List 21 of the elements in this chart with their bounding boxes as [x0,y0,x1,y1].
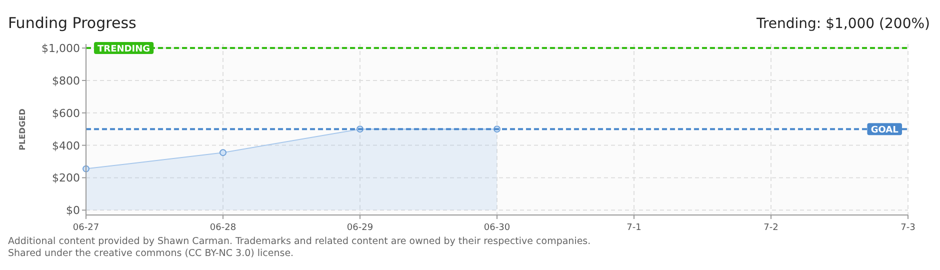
ref-line-label: TRENDING [98,44,150,55]
chart-title: Funding Progress [8,14,137,32]
y-tick-label: $200 [52,172,80,185]
x-tick-label: 06-30 [484,223,510,233]
text: Trending: $1,000 (200%) [755,16,930,32]
ref-line-label: GOAL [870,126,899,136]
text: Shared under the creative commons (CC BY-NC 3.0) license. [8,248,294,259]
x-tick-label: 06-28 [210,223,236,233]
x-tick-label: 06-29 [346,223,374,233]
x-tick-label: 06-27 [72,223,100,233]
y-axis-title: PLEDGED [18,108,27,150]
text: Additional content provided by Shawn Carman. Trademarks and related content are owned by their respective companies. [8,236,591,247]
x-tick-label: 7-1 [626,223,642,233]
y-tick-label: $0 [66,204,80,218]
y-tick-label: $1,000 [42,42,80,56]
x-tick-label: 7-3 [900,223,916,233]
x-tick-label: 7-2 [764,223,778,233]
y-tick-label: $600 [52,106,80,120]
point [220,149,226,156]
y-tick-label: $800 [52,74,80,88]
y-tick-label: $400 [52,139,80,152]
